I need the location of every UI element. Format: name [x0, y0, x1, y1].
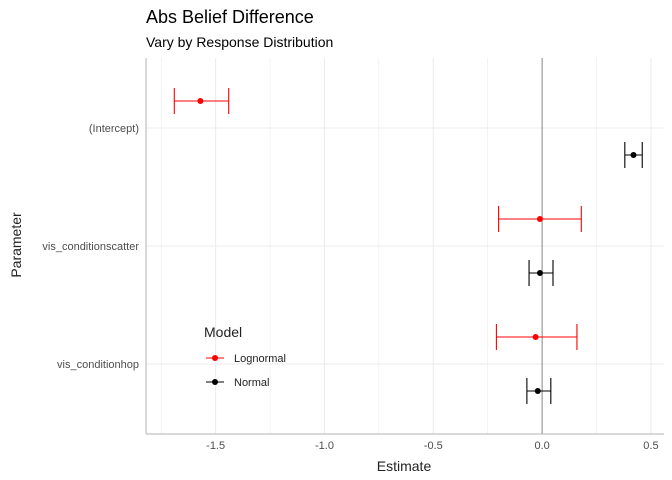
estimate-point: [197, 98, 204, 104]
estimate-point: [532, 334, 539, 340]
chart-title: Abs Belief Difference: [146, 7, 314, 27]
y-tick-label: vis_conditionhop: [57, 359, 139, 371]
legend: Model Lognormal Normal: [204, 324, 286, 389]
axes: [145, 58, 664, 435]
legend-label: Lognormal: [234, 353, 286, 365]
x-tick-label: -0.5: [424, 440, 443, 452]
y-tick-label: vis_conditionscatter: [42, 241, 139, 253]
y-tick-label: (Intercept): [89, 123, 139, 135]
legend-key-point: [212, 379, 218, 385]
error-bars: [173, 88, 643, 404]
estimate-point: [630, 152, 637, 158]
estimate-point: [534, 388, 541, 394]
legend-label: Normal: [234, 377, 269, 389]
x-tick-labels: -1.5 -1.0 -0.5 0.0 0.5: [206, 440, 658, 452]
x-tick-label: -1.5: [206, 440, 225, 452]
y-tick-labels: (Intercept) vis_conditionscatter vis_condi…: [42, 123, 139, 371]
y-axis-title: Parameter: [8, 212, 24, 278]
grid-lines: [146, 58, 664, 434]
x-axis-title: Estimate: [377, 458, 432, 474]
x-tick-label: 0.5: [643, 440, 658, 452]
estimate-point: [536, 216, 543, 222]
legend-title: Model: [204, 324, 242, 340]
x-tick-label: 0.0: [534, 440, 549, 452]
chart-subtitle: Vary by Response Distribution: [146, 34, 333, 50]
x-tick-label: -1.0: [315, 440, 334, 452]
estimate-point: [536, 270, 543, 276]
legend-key-point: [212, 355, 218, 361]
